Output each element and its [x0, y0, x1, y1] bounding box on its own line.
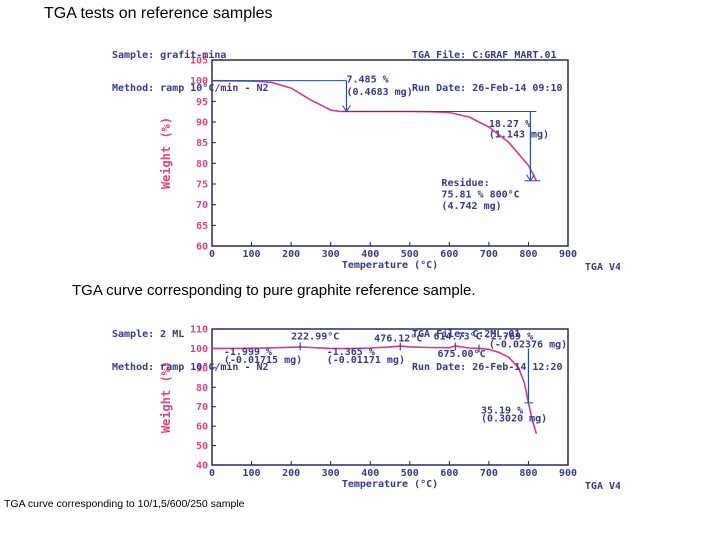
chart2-loss-1-percent: -1.999 % [224, 347, 272, 358]
chart2-x-tick-label: 700 [480, 468, 498, 479]
chart1-loss-1-mg: (0.4683 mg) [346, 87, 412, 98]
chart1-sample: Sample: grafit-mina [112, 50, 227, 61]
chart1-residue-percent: 75.81 % 800°C [441, 190, 519, 201]
chart1-x-tick-label: 600 [440, 249, 458, 260]
caption-graphite: TGA curve corresponding to pure graphite… [72, 282, 476, 299]
chart2-header-right: TGA File: C:2ML.01 Run Date: 26-Feb-14 1… [412, 307, 563, 395]
chart2-loss-3-percent: -2.769 % [485, 332, 533, 343]
chart1-y-tick-label: 100 [190, 76, 208, 87]
chart1-y-tick-label: 95 [196, 97, 208, 108]
chart1-version-label: TGA V4.0D [585, 262, 620, 273]
chart2-y-tick-label: 80 [196, 383, 208, 394]
chart2-header-left: Sample: 2 ML Method: ramp 10°C/min - N2 [112, 307, 269, 395]
chart1-y-tick-label: 85 [196, 138, 208, 149]
chart2-y-tick-label: 60 [196, 422, 208, 433]
caption-sample: TGA curve corresponding to 10/1,5/600/25… [4, 498, 245, 510]
chart1-residue-mg: (4.742 mg) [441, 201, 501, 212]
chart1-loss-2-percent: 18.27 % [489, 119, 531, 130]
chart2-x-tick-label: 500 [401, 468, 419, 479]
chart2-y-tick-label: 100 [190, 344, 208, 355]
chart2-residue-mg: (0.3020 mg) [481, 413, 547, 424]
slide-title: TGA tests on reference samples [44, 5, 273, 22]
chart1-x-tick-label: 100 [243, 249, 261, 260]
chart1-loss-2-mg: (1.143 mg) [489, 130, 549, 141]
chart2-x-tick-label: 600 [440, 468, 458, 479]
tga-chart-sample: Sample: 2 ML Method: ramp 10°C/min - N2 … [100, 305, 620, 493]
chart1-arrowhead [526, 174, 535, 182]
chart1-file: TGA File: C:GRAF_MART.01 [412, 50, 557, 61]
chart1-x-tick-label: 300 [322, 249, 340, 260]
chart2-x-axis-title: Temperature (°C) [342, 479, 438, 490]
chart2-peak-1-temp: 222.99°C [291, 332, 339, 343]
chart1-method: Method: ramp 10°C/min - N2 [112, 83, 269, 94]
chart2-method: Method: ramp 10°C/min - N2 [112, 362, 269, 373]
chart2-x-tick-label: 900 [559, 468, 577, 479]
chart1-x-tick-label: 900 [559, 249, 577, 260]
chart2-x-tick-label: 800 [519, 468, 537, 479]
chart2-peak-3-temp: 614.73°C [434, 332, 482, 343]
chart2-y-axis-title: Weight (%) [159, 361, 173, 433]
chart2-peak-2-temp: 476.12°C [374, 334, 422, 345]
chart2-loss-1-mg: (-0.01715 mg) [224, 355, 302, 366]
chart1-y-tick-label: 105 [190, 56, 208, 67]
chart2-loss-2-mg: (-0.01171 mg) [327, 355, 405, 366]
chart2-y-tick-label: 90 [196, 363, 208, 374]
chart2-run-date: Run Date: 26-Feb-14 12:20 [412, 362, 563, 373]
chart1-run-date: Run Date: 26-Feb-14 09:10 [412, 83, 563, 94]
chart1-residue-title: Residue: [441, 177, 489, 189]
chart1-svg: 0 100 200 300 400 500 600 700 800 900 60 65 70 75 80 85… [159, 56, 620, 274]
chart2-sample: Sample: 2 ML [112, 329, 185, 340]
chart1-y-tick-label: 90 [196, 118, 208, 129]
chart1-x-axis-title: Temperature (°C) [342, 260, 438, 271]
chart1-loss-1-percent: 7.485 % [346, 75, 388, 86]
chart1-y-tick-label: 60 [196, 242, 208, 253]
chart1-y-tick-label: 80 [196, 159, 208, 170]
chart1-x-tick-label: 200 [282, 249, 300, 260]
chart2-plot-frame [211, 328, 569, 466]
chart1-x-tick-label: 0 [209, 249, 215, 260]
chart1-y-tick-label: 65 [196, 221, 208, 232]
chart1-x-tick-label: 400 [361, 249, 379, 260]
chart2-residue-percent: 35.19 % [481, 406, 523, 417]
chart2-y-tick-label: 40 [196, 461, 208, 472]
chart1-y-tick-label: 70 [196, 200, 208, 211]
chart1-x-tick-label: 800 [519, 249, 537, 260]
chart1-plot-frame [211, 59, 569, 247]
chart2-y-tick-label: 50 [196, 441, 208, 452]
chart1-header-right: TGA File: C:GRAF_MART.01 Run Date: 26-Fe… [412, 28, 563, 116]
chart1-arrowhead [342, 105, 351, 113]
chart2-svg: 0 100 200 300 400 500 600 700 800 900 40 50 60 70 80 90… [159, 325, 620, 493]
chart2-point-675: 675.00°C [437, 349, 485, 360]
chart1-y-axis-title: Weight (%) [159, 117, 173, 189]
chart2-x-tick-label: 400 [361, 468, 379, 479]
tga-chart-graphite: Sample: grafit-mina Method: ramp 10°C/mi… [100, 24, 620, 278]
chart2-loss-3-mg: (-0.02376 mg) [489, 339, 567, 350]
chart2-x-tick-label: 300 [322, 468, 340, 479]
chart2-y-tick-label: 110 [190, 325, 208, 336]
chart2-x-tick-label: 100 [243, 468, 261, 479]
chart1-x-tick-label: 500 [401, 249, 419, 260]
chart2-x-tick-label: 0 [209, 468, 215, 479]
chart2-y-tick-label: 70 [196, 402, 208, 413]
chart2-file: TGA File: C:2ML.01 [412, 329, 521, 340]
chart2-weight-curve [212, 345, 538, 435]
chart1-header-left: Sample: grafit-mina Method: ramp 10°C/mi… [112, 28, 269, 116]
chart1-y-tick-label: 75 [196, 180, 208, 191]
chart1-x-tick-label: 700 [480, 249, 498, 260]
chart2-x-tick-label: 200 [282, 468, 300, 479]
chart2-loss-2-percent: -1.365 % [327, 347, 375, 358]
chart2-version-label: TGA V4.0D [585, 481, 620, 492]
